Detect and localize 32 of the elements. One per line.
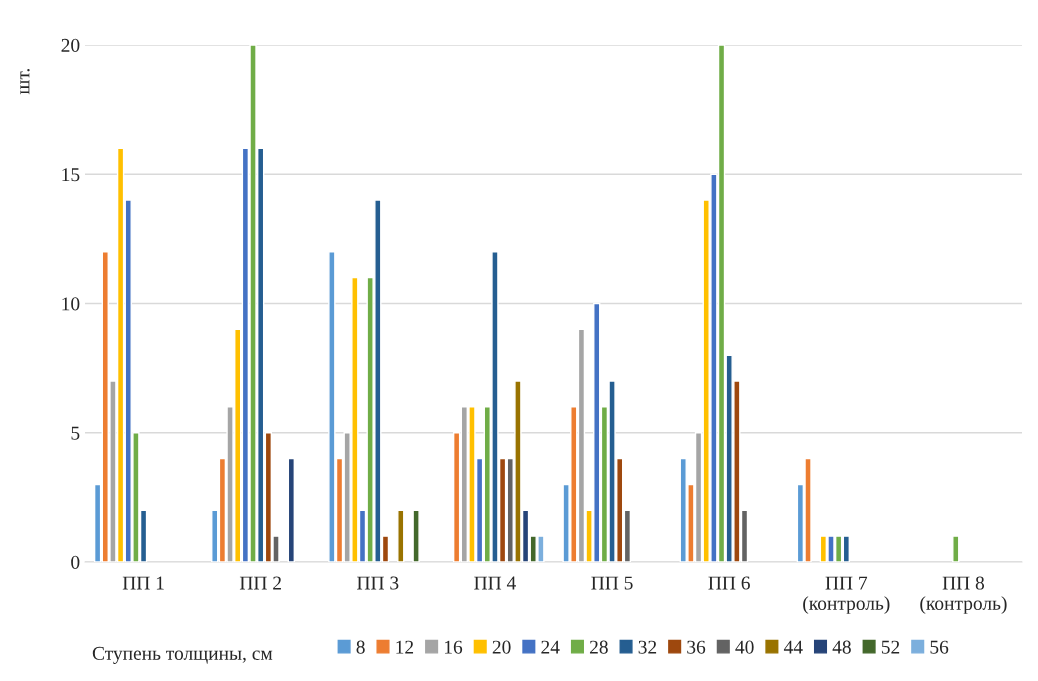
y-axis-title: шт. (20, 69, 30, 95)
y-tick-label: 5 (71, 426, 80, 440)
legend-label: 32 (638, 640, 657, 654)
x-tick-label: ПП 5 (591, 576, 633, 590)
x-tick-label: ПП 2 (239, 576, 281, 590)
legend-label: 48 (832, 640, 851, 654)
x-tick-label: ПП 1 (122, 576, 164, 590)
bar (397, 509, 405, 562)
legend-label: 36 (687, 640, 706, 654)
x-tick-label: ПП 3 (357, 576, 399, 590)
legend-label: 40 (735, 640, 754, 654)
legend-title: Ступень толщины, см (92, 646, 273, 664)
x-tick-label: ПП 8 (контроль) (920, 576, 1007, 614)
x-tick-label: ПП 6 (708, 576, 750, 590)
bar (412, 509, 420, 562)
bar (287, 457, 296, 562)
legend-label: 8 (356, 640, 365, 654)
legend-label: 20 (492, 640, 511, 654)
x-tick-label: ПП 7 (контроль) (803, 576, 890, 614)
y-tick-label: 0 (71, 555, 80, 569)
y-tick-label: 15 (62, 168, 80, 182)
legend-label: 56 (930, 640, 949, 654)
x-tick-label: ПП 4 (474, 576, 516, 590)
legend-label: 52 (881, 640, 900, 654)
legend-label: 24 (541, 640, 560, 654)
legend-label: 12 (396, 640, 414, 654)
bar (952, 535, 960, 562)
y-tick-label: 10 (62, 297, 80, 311)
legend-label: 16 (444, 640, 463, 654)
y-tick-label: 20 (61, 38, 80, 52)
legend-label: 28 (589, 640, 608, 654)
legend-label: 44 (783, 640, 803, 654)
